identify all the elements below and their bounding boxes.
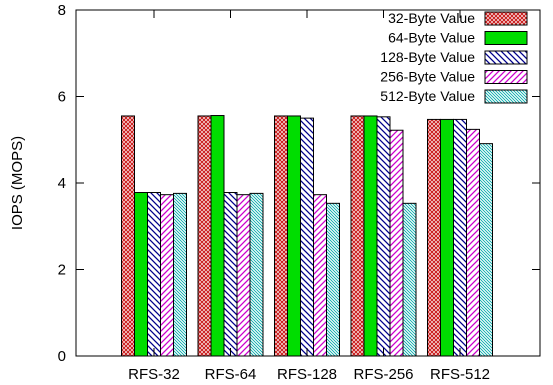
bar-rfs-32-series-4: [160, 194, 174, 357]
x-tick-label: RFS-256: [353, 366, 413, 383]
bar-rfs-64-series-3: [223, 192, 238, 357]
axes-layer: 0 2 4 6 8 RFS-32 RFS-64 RFS-128 RFS-256 RFS-512 IO…: [9, 2, 541, 383]
y-tick-label: 4: [58, 175, 66, 192]
bar-rfs-512-series-4: [466, 128, 480, 357]
bar-rfs-128-series-3: [300, 117, 314, 357]
bar-rfs-512-series-2: [440, 118, 454, 357]
bar-rfs-64-series-1: [197, 115, 212, 357]
bar-rfs-32-series-2: [134, 192, 148, 357]
legend-label: 32-Byte Value: [388, 10, 475, 26]
bar-rfs-64-series-5: [249, 192, 264, 357]
legend-label: 512-Byte Value: [380, 88, 475, 104]
bar-rfs-128-series-5: [326, 202, 340, 357]
x-tick-label: RFS-128: [277, 366, 337, 383]
bar-rfs-256-series-2: [363, 115, 378, 357]
y-tick-label: 6: [58, 89, 66, 106]
legend-label: 64-Byte Value: [388, 30, 475, 46]
bar-rfs-32-series-3: [147, 192, 161, 357]
bar-rfs-512-series-3: [453, 118, 467, 357]
bar-rfs-256-series-1: [350, 115, 365, 357]
bar-rfs-32-series-5: [173, 192, 187, 357]
legend-swatch: [484, 50, 528, 65]
bar-rfs-128-series-4: [313, 194, 327, 357]
bar-rfs-256-series-5: [402, 202, 417, 357]
x-tick-label: RFS-512: [430, 366, 490, 383]
bar-rfs-256-series-3: [376, 116, 391, 357]
x-tick-label: RFS-32: [128, 366, 180, 383]
bar-rfs-64-series-4: [236, 194, 251, 357]
bars-layer: [121, 115, 493, 357]
legend-swatch: [484, 11, 528, 26]
y-tick-label: 2: [58, 262, 66, 279]
bar-rfs-64-series-2: [210, 115, 225, 357]
legend-label: 256-Byte Value: [380, 69, 475, 85]
bar-rfs-128-series-2: [287, 115, 301, 357]
bar-rfs-256-series-4: [389, 129, 404, 357]
y-tick-label: 8: [58, 2, 66, 19]
bar-rfs-512-series-5: [479, 143, 493, 357]
bar-rfs-32-series-1: [121, 115, 135, 357]
bar-rfs-128-series-1: [274, 115, 288, 357]
legend-swatch: [484, 70, 528, 84]
legend-swatch: [484, 31, 528, 45]
y-axis-title: IOPS (MOPS): [9, 136, 26, 230]
bar-rfs-512-series-1: [427, 118, 441, 357]
legend-swatch: [484, 89, 528, 104]
x-tick-label: RFS-64: [205, 366, 257, 383]
legend: 32-Byte Value 64-Byte Value 128-Byte Value…: [380, 10, 528, 104]
y-tick-label: 0: [58, 348, 66, 365]
legend-label: 128-Byte Value: [380, 49, 475, 65]
